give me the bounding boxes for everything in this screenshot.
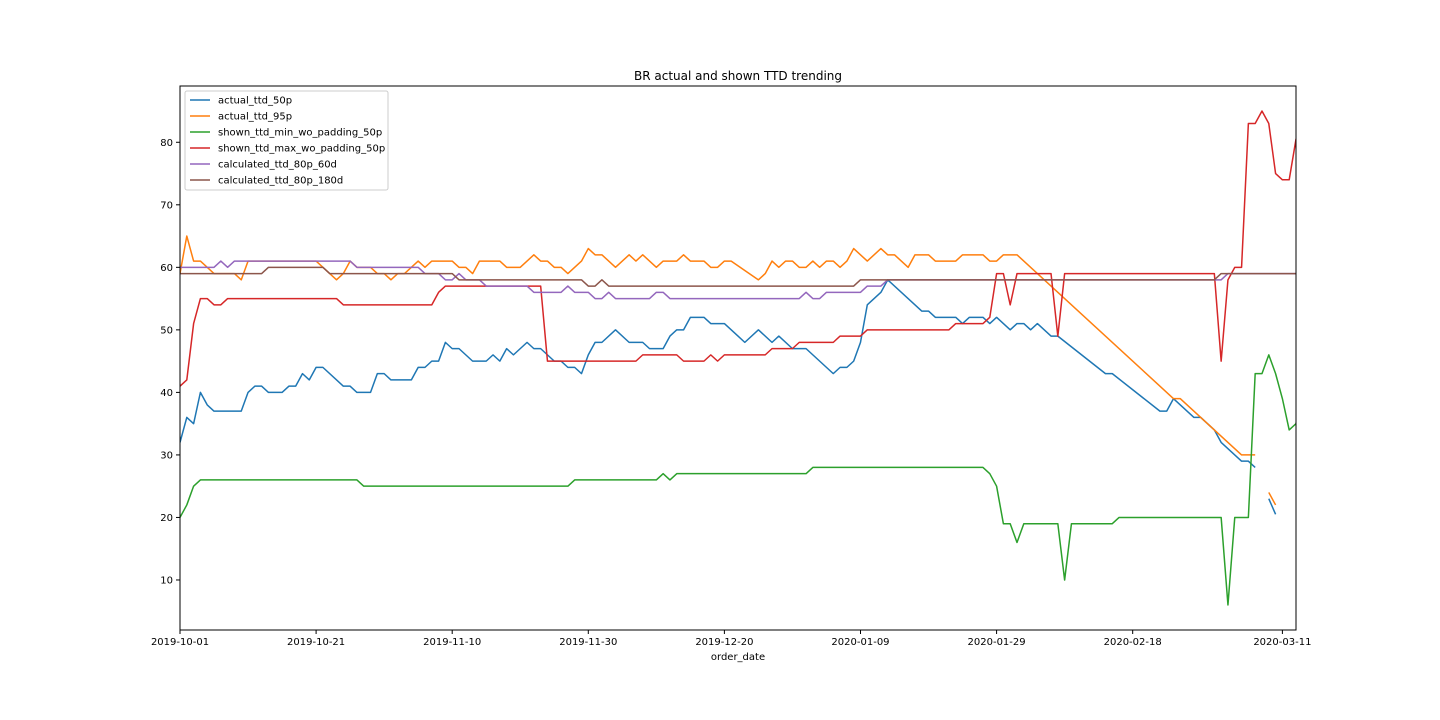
x-tick-label: 2019-11-10 [423,637,481,648]
legend-entry-shown_ttd_min_wo_padding_50p: shown_ttd_min_wo_padding_50p [218,128,382,139]
x-tick-label: 2020-03-11 [1253,637,1311,648]
y-tick-label: 40 [160,388,173,399]
y-tick-label: 80 [160,138,173,149]
x-tick-label: 2019-12-20 [695,637,753,648]
x-tick-label: 2020-01-09 [831,637,889,648]
series-line-shown_ttd_max_wo_padding_50p [180,110,1296,387]
y-tick-label: 60 [160,263,173,274]
x-axis: 2019-10-01 2019-10-21 2019-11-10 2019-11-30… [151,630,1311,648]
legend-entry-actual_ttd_50p: actual_ttd_50p [218,96,292,107]
chart-title: BR actual and shown TTD trending [634,69,842,83]
series-line-actual_ttd_50p-segment-2 [1268,498,1277,515]
y-tick-label: 20 [160,513,173,524]
y-tick-label: 70 [160,200,173,211]
legend-entry-calculated_ttd_80p_60d: calculated_ttd_80p_60d [218,160,337,171]
y-axis: 10 20 30 40 50 60 70 80 [160,138,180,586]
plot-frame [179,85,1297,631]
series-line-calculated_ttd_80p_60d [180,260,1296,300]
x-tick-label: 2019-10-21 [287,637,345,648]
x-tick-label: 2020-02-18 [1104,637,1162,648]
series-line-actual_ttd_50p [180,279,1256,468]
legend: actual_ttd_50p actual_ttd_95p shown_ttd_mi… [184,90,389,191]
y-tick-label: 30 [160,450,173,461]
series-layer [180,110,1296,606]
legend-entry-calculated_ttd_80p_180d: calculated_ttd_80p_180d [218,176,343,187]
legend-box [184,90,389,191]
y-tick-label: 50 [160,325,173,336]
x-tick-label: 2019-11-30 [559,637,617,648]
series-line-calculated_ttd_80p_180d [180,266,1296,287]
legend-entry-shown_ttd_max_wo_padding_50p: shown_ttd_max_wo_padding_50p [218,144,385,155]
x-axis-label: order_date [711,652,765,663]
series-line-shown_ttd_min_wo_padding_50p [180,354,1296,606]
y-tick-label: 10 [160,575,173,586]
series-line-actual_ttd_95p-segment-2 [1268,492,1277,506]
x-tick-label: 2020-01-29 [968,637,1026,648]
legend-entry-actual_ttd_95p: actual_ttd_95p [218,112,292,123]
x-tick-label: 2019-10-01 [151,637,209,648]
